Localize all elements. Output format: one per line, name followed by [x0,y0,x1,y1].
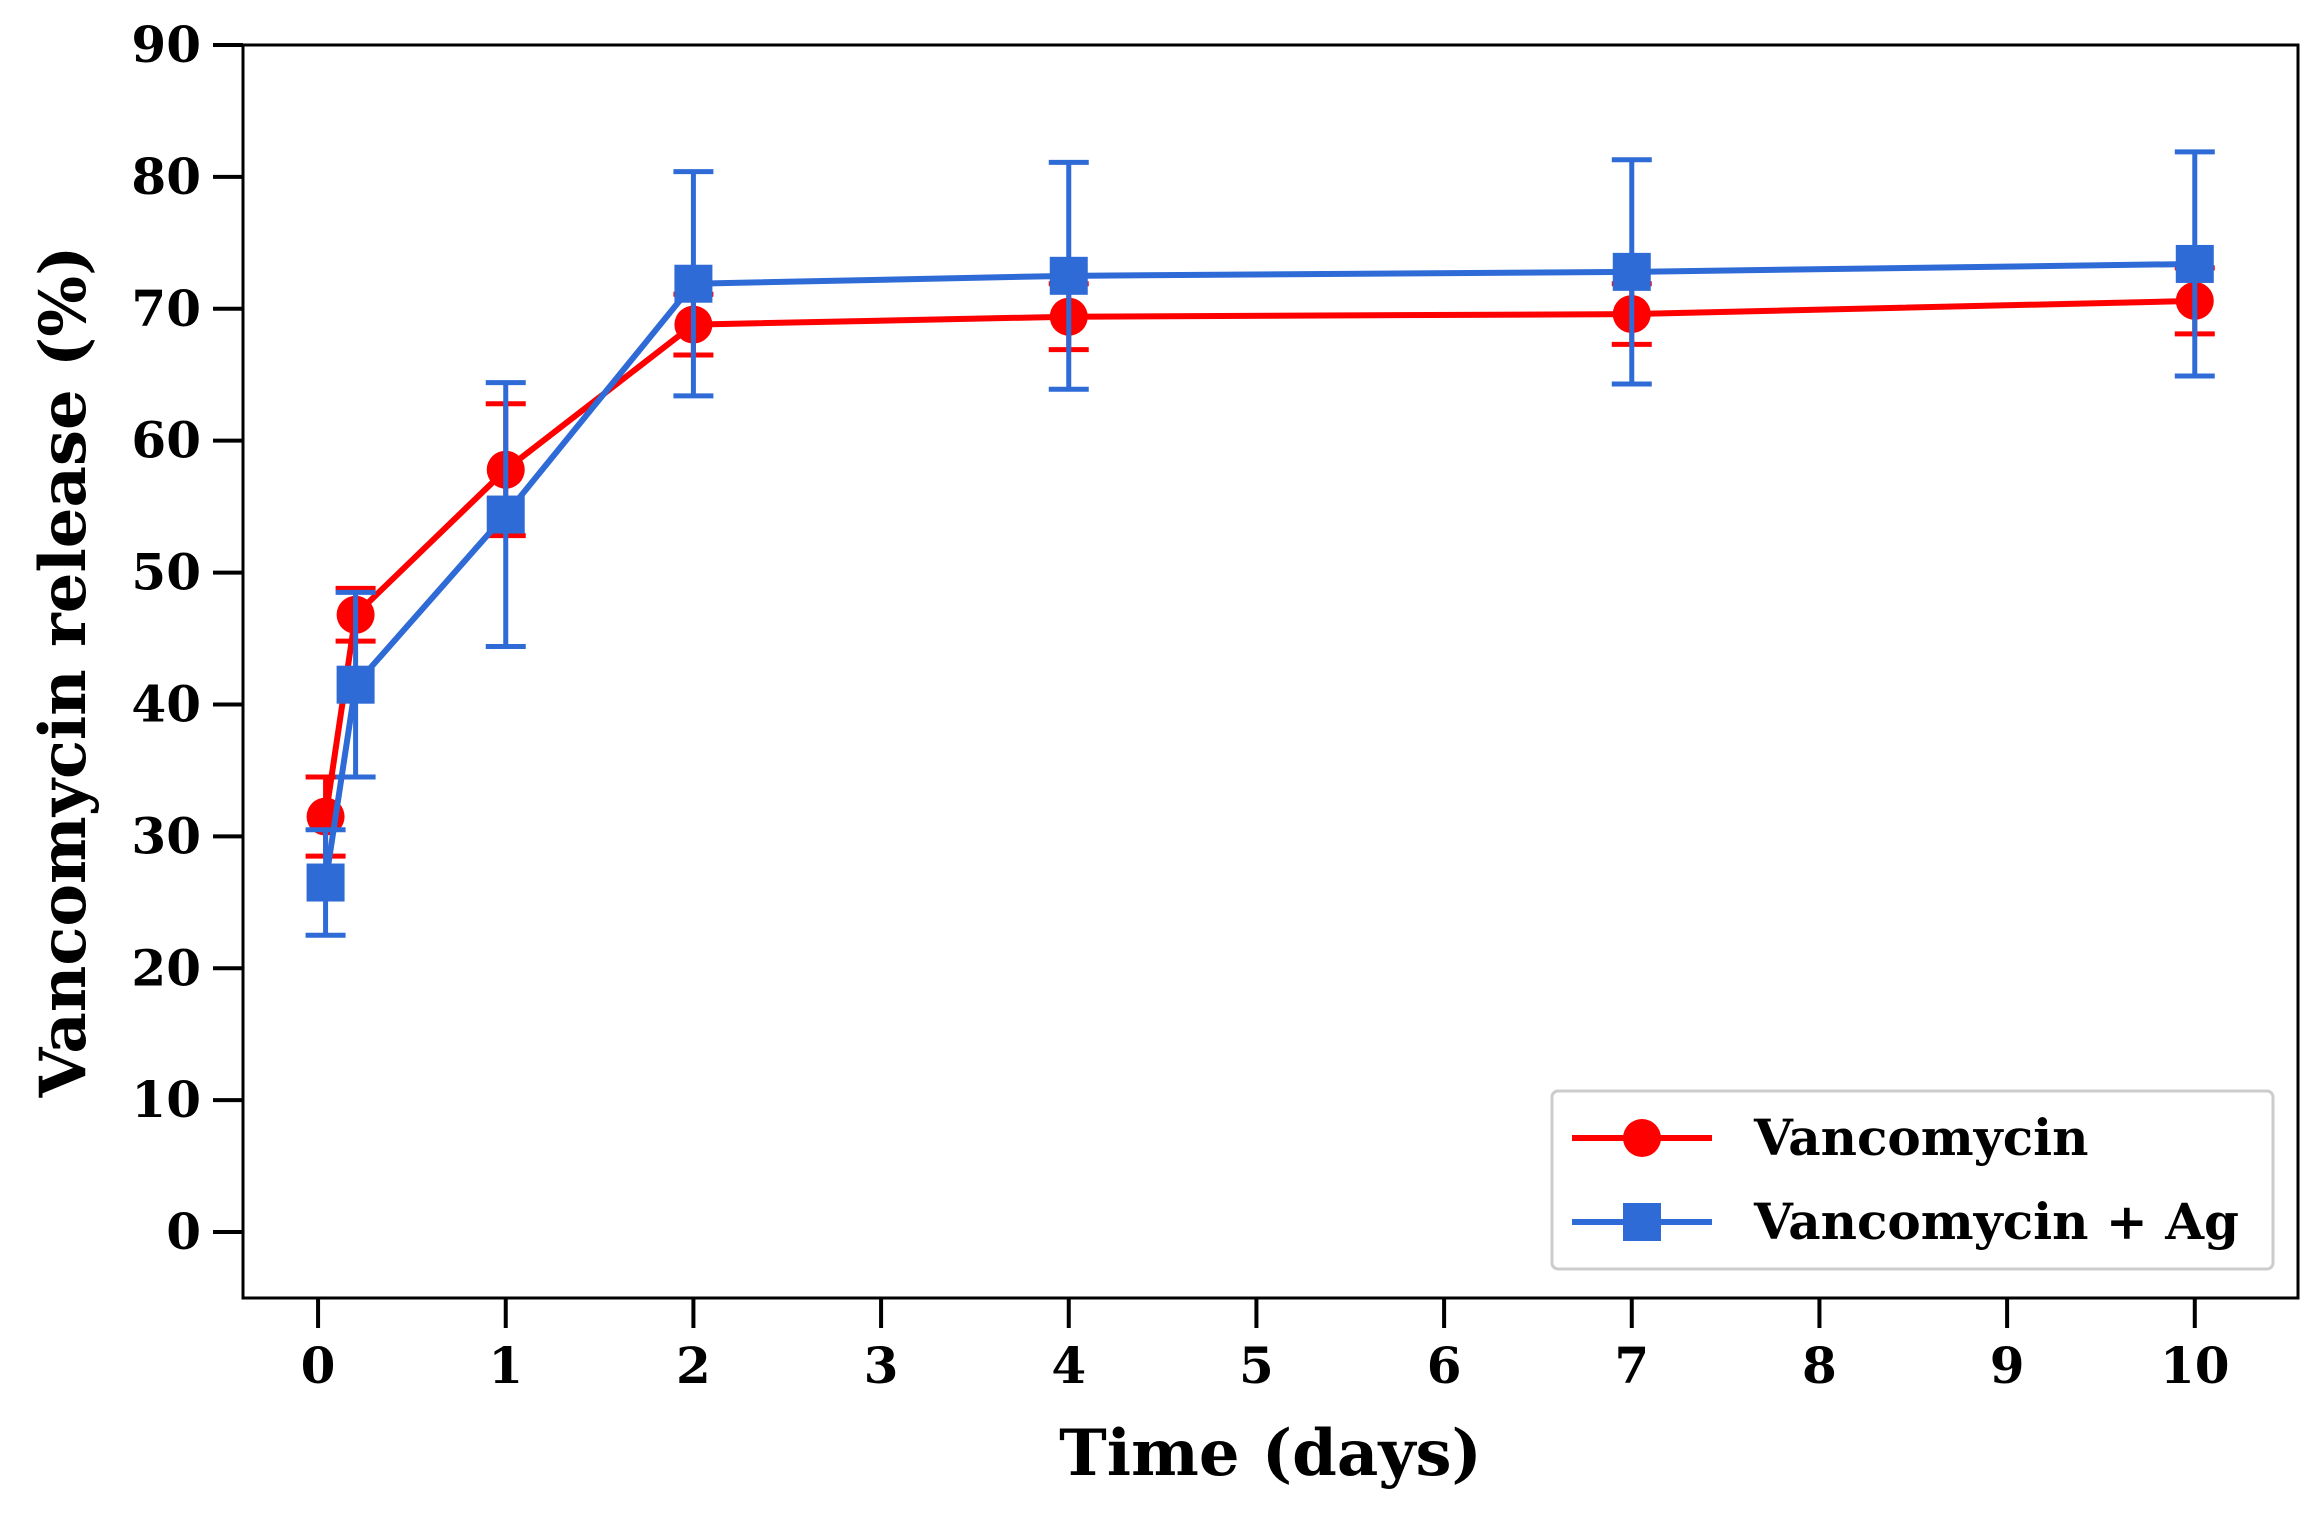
x-tick-label: 3 [864,1336,899,1395]
x-tick-label: 5 [1239,1336,1274,1395]
x-axis: 0 1 2 3 4 5 6 7 8 9 10 [301,1298,2230,1395]
x-tick-label: 6 [1427,1336,1462,1395]
x-tick-label: 8 [1802,1336,1837,1395]
legend-box [1550,1089,2275,1271]
x-tick-label: 9 [1990,1336,2025,1395]
y-axis: 0 10 20 30 40 50 60 70 80 90 [131,15,243,1261]
y-tick-label: 0 [166,1202,201,1261]
y-tick-label: 60 [131,411,201,470]
series-layer [305,149,2215,938]
x-tick-label: 4 [1051,1336,1086,1395]
y-tick-label: 10 [131,1070,201,1129]
data-point [336,665,375,704]
x-tick-label: 0 [301,1336,336,1395]
y-tick-label: 80 [131,147,201,206]
legend-item: Vancomycin [1572,1108,2089,1167]
y-tick-label: 30 [131,806,201,865]
y-tick-label: 40 [131,674,201,733]
x-tick-label: 1 [488,1336,523,1395]
data-point [674,264,713,303]
y-axis-label: Vancomycin release (%) [26,246,101,1099]
legend-marker [1623,1119,1661,1157]
plot-frame [241,43,2300,1300]
y-tick-label: 90 [131,15,201,74]
data-point [306,863,345,902]
x-tick-label: 10 [2160,1336,2230,1395]
data-point [486,495,525,534]
legend-item: Vancomycin + Ag [1572,1192,2239,1251]
data-point [2175,244,2214,283]
legend-marker [1623,1203,1661,1241]
x-tick-label: 2 [676,1336,711,1395]
legend-label: Vancomycin [1753,1108,2089,1167]
data-point [1049,256,1088,295]
y-tick-label: 20 [131,938,201,997]
y-tick-label: 50 [131,543,201,602]
x-tick-label: 7 [1614,1336,1649,1395]
y-tick-label: 70 [131,279,201,338]
series-vancomycin-ag [305,149,2215,938]
legend: Vancomycin Vancomycin + Ag [1550,1089,2275,1271]
legend-label: Vancomycin + Ag [1753,1192,2239,1251]
x-axis-label: Time (days) [1059,1416,1482,1491]
data-point [1612,252,1651,291]
